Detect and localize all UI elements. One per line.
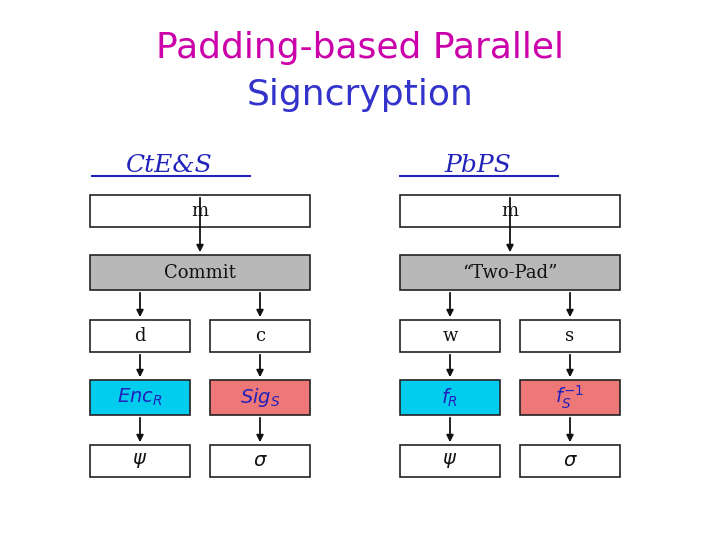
FancyBboxPatch shape [90,445,190,477]
FancyBboxPatch shape [90,255,310,290]
Text: $\sigma$: $\sigma$ [562,452,577,470]
Text: $\psi$: $\psi$ [132,451,148,470]
Text: CtE&S: CtE&S [125,153,212,177]
FancyBboxPatch shape [400,445,500,477]
FancyBboxPatch shape [400,195,620,227]
FancyBboxPatch shape [400,320,500,352]
Text: m: m [192,202,209,220]
FancyBboxPatch shape [210,320,310,352]
Text: $f_R$: $f_R$ [441,386,459,409]
FancyBboxPatch shape [520,380,620,415]
Text: $\mathit{Sig}_S$: $\mathit{Sig}_S$ [240,386,280,409]
Text: $\sigma$: $\sigma$ [253,452,267,470]
FancyBboxPatch shape [520,445,620,477]
FancyBboxPatch shape [210,445,310,477]
FancyBboxPatch shape [90,195,310,227]
Text: w: w [442,327,458,345]
FancyBboxPatch shape [400,380,500,415]
Text: Signcryption: Signcryption [246,78,474,112]
Text: d: d [134,327,145,345]
Text: c: c [255,327,265,345]
FancyBboxPatch shape [90,320,190,352]
Text: $f_S^{-1}$: $f_S^{-1}$ [555,384,585,411]
Text: “Two-Pad”: “Two-Pad” [462,264,558,281]
Text: $\mathit{Enc}_R$: $\mathit{Enc}_R$ [117,387,163,408]
FancyBboxPatch shape [520,320,620,352]
Text: PbPS: PbPS [444,153,511,177]
FancyBboxPatch shape [210,380,310,415]
FancyBboxPatch shape [400,255,620,290]
Text: s: s [565,327,575,345]
Text: Commit: Commit [164,264,236,281]
Text: Padding-based Parallel: Padding-based Parallel [156,31,564,65]
Text: $\psi$: $\psi$ [442,451,458,470]
Text: m: m [501,202,518,220]
FancyBboxPatch shape [90,380,190,415]
